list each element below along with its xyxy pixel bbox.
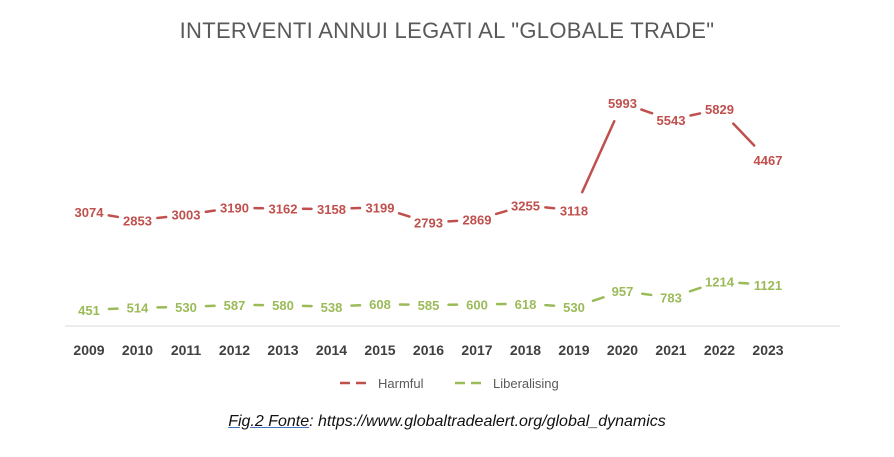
liberalising-data-label: 1121 — [754, 278, 782, 293]
harmful-data-label: 3118 — [560, 203, 588, 218]
liberalising-line-segment — [688, 286, 702, 293]
harmful-data-label: 3158 — [317, 202, 346, 217]
harmful-line-segment — [447, 219, 459, 223]
liberalising-data-label: 587 — [224, 298, 246, 313]
harmful-data-label: 3255 — [511, 198, 540, 213]
harmful-data-label: 5543 — [657, 113, 686, 128]
harmful-data-label: 3190 — [220, 201, 249, 216]
figure-caption: Fig.2 Fonte: https://www.globaltradealer… — [0, 413, 894, 431]
x-tick-label: 2010 — [122, 342, 153, 358]
x-tick-label: 2013 — [267, 342, 298, 358]
x-tick-label: 2014 — [316, 342, 347, 358]
liberalising-data-label: 451 — [78, 303, 100, 318]
liberalising-data-label: 608 — [369, 297, 391, 312]
harmful-line-segment — [107, 214, 120, 219]
liberalising-data-label: 783 — [660, 291, 682, 306]
liberalising-line-segment — [544, 303, 556, 307]
liberalising-data-label: 957 — [612, 284, 634, 299]
harmful-line-segment — [544, 206, 556, 210]
series-layer — [107, 108, 756, 311]
liberalising-data-label: 600 — [466, 297, 488, 312]
x-tick-label: 2009 — [73, 342, 104, 358]
harmful-data-label: 3162 — [269, 202, 298, 217]
liberalising-data-label: 618 — [515, 297, 537, 312]
harmful-data-label: 3074 — [75, 205, 105, 220]
liberalising-data-label: 530 — [175, 300, 197, 315]
liberalising-data-label: 530 — [563, 300, 585, 315]
liberalising-line-segment — [738, 281, 750, 285]
liberalising-data-label: 1214 — [705, 275, 735, 290]
harmful-line-segment — [397, 212, 411, 218]
liberalising-line-segment — [641, 292, 653, 297]
x-tick-label: 2023 — [752, 342, 783, 358]
harmful-data-label: 4467 — [754, 153, 783, 168]
harmful-line-segment — [640, 108, 654, 115]
harmful-legend-label: Harmful — [378, 376, 424, 391]
x-tick-label: 2016 — [413, 342, 444, 358]
caption-text: : https://www.globaltradealert.org/globa… — [309, 413, 666, 430]
harmful-data-label: 2869 — [463, 213, 492, 228]
x-tick-label: 2020 — [607, 342, 638, 358]
harmful-line-segment — [156, 215, 168, 220]
x-tick-label: 2019 — [558, 342, 589, 358]
liberalising-data-label: 580 — [272, 298, 294, 313]
x-tick-label: 2012 — [219, 342, 250, 358]
harmful-line-segment — [689, 112, 702, 117]
x-tick-labels: 2009 2010 2011 2012 2013 2014 2015 2016 2017 2018… — [73, 342, 783, 358]
liberalising-line-segment — [591, 296, 605, 303]
caption-prefix: Fig.2 Fonte — [228, 413, 310, 430]
harmful-data-label: 5829 — [705, 102, 734, 117]
harmful-line-segment — [204, 209, 216, 214]
liberalising-legend-label: Liberalising — [493, 376, 559, 391]
harmful-line-segment — [494, 209, 508, 216]
harmful-data-label: 5993 — [608, 96, 637, 111]
harmful-data-label: 2793 — [414, 216, 443, 231]
liberalising-data-label: 514 — [127, 301, 149, 316]
x-tick-label: 2017 — [461, 342, 492, 358]
data-labels-layer: 3074 2853 3003 3190 3162 3158 3199 2793 2869 3255… — [75, 96, 783, 318]
harmful-line-segment — [580, 119, 616, 194]
line-chart: 3074 2853 3003 3190 3162 3158 3199 2793 2869 3255… — [65, 96, 840, 391]
chart-title: INTERVENTI ANNUI LEGATI AL "GLOBALE TRAD… — [179, 18, 715, 43]
x-tick-label: 2015 — [364, 342, 395, 358]
liberalising-data-label: 585 — [418, 298, 440, 313]
harmful-line-segment — [732, 122, 756, 147]
harmful-data-label: 2853 — [123, 213, 152, 228]
x-tick-label: 2011 — [171, 342, 202, 358]
legend: Harmful Liberalising — [340, 376, 559, 391]
x-tick-label: 2018 — [510, 342, 541, 358]
harmful-data-label: 3199 — [366, 200, 395, 215]
liberalising-data-label: 538 — [321, 300, 343, 315]
x-tick-label: 2022 — [704, 342, 735, 358]
harmful-data-label: 3003 — [172, 208, 201, 223]
x-tick-label: 2021 — [655, 342, 686, 358]
